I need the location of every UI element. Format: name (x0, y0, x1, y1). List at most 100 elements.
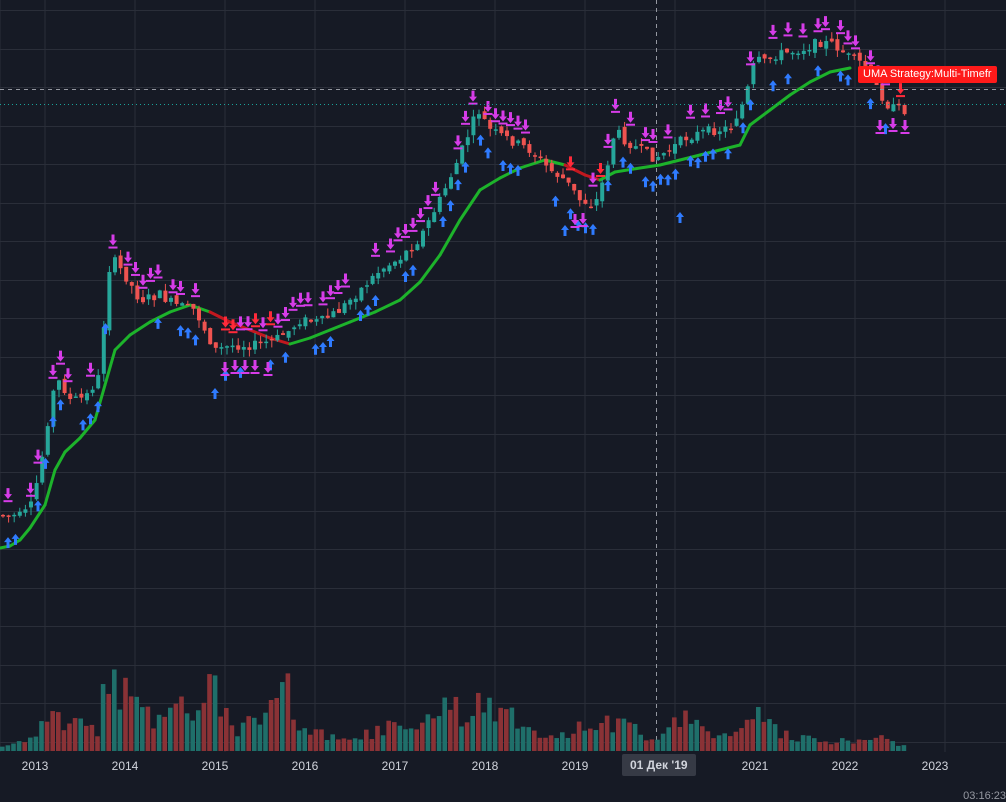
buy-signal-arrow (649, 180, 657, 192)
candle (471, 109, 476, 144)
volume-bar (274, 698, 279, 751)
sell-signal-arrow (240, 360, 250, 374)
candle (824, 35, 829, 57)
volume-bar (302, 728, 307, 751)
sell-signal-arrow (108, 234, 118, 249)
volume-bar (364, 729, 369, 751)
candle (353, 295, 358, 310)
buy-signal-arrow (191, 334, 200, 346)
sell-signal-arrow (296, 292, 305, 307)
volume-bar (280, 682, 285, 751)
buy-signal-arrow (371, 295, 380, 307)
volume-bar (84, 725, 89, 751)
candle (376, 266, 381, 285)
volume-bar (324, 740, 330, 751)
sell-signal-arrow (641, 127, 650, 142)
volume-bar (212, 675, 218, 751)
volume-bar (526, 727, 531, 751)
volume-bar (660, 733, 666, 751)
volume-bar (817, 742, 823, 751)
volume-bar (884, 738, 890, 751)
volume-bar (156, 714, 162, 751)
buy-signal-arrow (739, 122, 747, 134)
volume-bar (700, 726, 705, 751)
candle (885, 99, 890, 110)
buy-signal-arrow (454, 179, 462, 191)
candle (818, 39, 823, 48)
sell-signal-arrow (86, 362, 95, 377)
volume-bars (0, 669, 907, 751)
buy-signal-arrow (814, 65, 822, 77)
candle (185, 300, 190, 306)
volume-bar (767, 719, 772, 751)
candle (40, 451, 45, 485)
candle (96, 369, 101, 390)
buy-signal-arrow (514, 164, 522, 176)
sell-signal-arrow (648, 128, 658, 143)
volume-bar (576, 721, 582, 751)
candle (62, 375, 67, 395)
sell-signal-arrow (333, 280, 343, 295)
buy-signal-arrow (656, 173, 665, 185)
candle (583, 193, 588, 205)
buy-signal-arrow (184, 327, 192, 339)
x-tick-label: 2023 (922, 759, 949, 773)
volume-bar (78, 718, 83, 751)
candle (225, 345, 229, 355)
volume-bar (263, 712, 268, 751)
sell-signal-arrow (48, 364, 58, 379)
candle (678, 135, 683, 148)
sell-signal-arrow (176, 280, 185, 295)
volume-bar (207, 674, 212, 751)
candle (740, 101, 745, 120)
volume-bar (61, 730, 67, 751)
sell-signal-arrow (393, 227, 403, 242)
candle (852, 52, 857, 60)
sell-signal-arrow (423, 195, 433, 210)
candle (633, 139, 638, 150)
volume-bar (95, 736, 100, 751)
volume-bar (380, 735, 386, 751)
sell-signal-arrow (138, 274, 148, 289)
volume-bar (341, 738, 347, 751)
candle (180, 301, 185, 306)
candle (549, 159, 554, 173)
sell-signal-arrow (221, 316, 230, 331)
buy-signal-arrow (664, 174, 672, 186)
volume-bar (72, 718, 78, 751)
crosshair-date-label: 01 Дек '19 (622, 754, 696, 776)
volume-bar (184, 713, 190, 751)
sell-signal-arrow (596, 162, 605, 177)
sell-signal-arrow (288, 296, 298, 311)
volume-bar (453, 696, 459, 751)
sell-signal-arrow (900, 120, 910, 134)
buy-signal-arrow (311, 343, 320, 355)
volume-bar (5, 745, 11, 751)
candle (628, 140, 633, 154)
sell-signal-arrow (578, 213, 588, 227)
buy-signal-arrow (34, 500, 42, 512)
volume-bar (604, 715, 610, 751)
candle (57, 379, 61, 398)
volume-bar (688, 723, 694, 751)
candle (533, 152, 537, 163)
volume-bar (649, 739, 655, 751)
buy-signal-arrow (56, 399, 65, 411)
sell-signal-arrow (263, 362, 273, 376)
volume-bar (44, 721, 50, 751)
volume-bar (481, 712, 487, 751)
x-tick-label: 2021 (742, 759, 769, 773)
volume-bar (151, 728, 156, 751)
candle (17, 507, 22, 518)
candle (29, 493, 33, 516)
candle (499, 125, 504, 136)
candle (729, 123, 733, 134)
candle (773, 56, 778, 65)
buy-signal-arrow (86, 413, 95, 425)
buy-signal-arrow (701, 150, 710, 162)
volume-bar (862, 739, 867, 751)
candle (684, 132, 689, 147)
sell-signal-arrow (813, 18, 823, 33)
candle (594, 191, 599, 211)
